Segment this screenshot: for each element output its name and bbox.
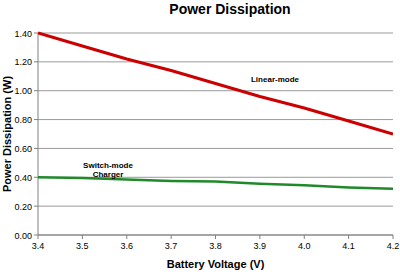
y-tick (34, 206, 38, 207)
series-line (38, 33, 393, 134)
x-tick-label: 4.1 (342, 241, 355, 251)
x-tick (348, 235, 349, 239)
y-tick-label: 0.00 (14, 231, 32, 241)
x-tick-label: 4.2 (387, 241, 400, 251)
y-axis-label: Power Dissipation (W) (1, 76, 13, 192)
x-tick-label: 4.0 (298, 241, 311, 251)
x-tick (82, 235, 83, 239)
x-tick-label: 3.8 (209, 241, 222, 251)
x-tick-label: 3.5 (76, 241, 89, 251)
y-tick-label: 0.80 (14, 115, 32, 125)
annotation: Linear-mode (251, 75, 300, 84)
x-tick (126, 235, 127, 239)
plot-area (38, 33, 393, 189)
y-axis (38, 33, 39, 235)
y-tick (34, 33, 38, 34)
y-tick (34, 61, 38, 62)
y-tick (34, 119, 38, 120)
y-tick (34, 177, 38, 178)
x-tick (304, 235, 305, 239)
y-tick-label: 0.60 (14, 144, 32, 154)
x-tick (38, 235, 39, 239)
annotation: Charger (93, 170, 124, 179)
y-tick-label: 1.40 (14, 29, 32, 39)
y-tick-label: 1.00 (14, 86, 32, 96)
chart: Power Dissipation 0.00 0.20 0.40 0.60 0.80 1.0… (0, 0, 400, 274)
grid-line (38, 206, 393, 207)
x-tick (215, 235, 216, 239)
x-tick (393, 235, 394, 239)
grid-line (38, 90, 393, 91)
title: Power Dissipation (169, 1, 290, 17)
y-tick (34, 235, 38, 236)
annotation: Switch-mode (83, 161, 133, 170)
x-axis-label: Battery Voltage (V) (167, 258, 265, 270)
grid-line (38, 148, 393, 149)
x-tick (171, 235, 172, 239)
y-tick-label: 0.40 (14, 173, 32, 183)
grid-line (38, 33, 393, 34)
x-tick-label: 3.9 (254, 241, 267, 251)
x-tick-label: 3.4 (32, 241, 45, 251)
x-tick (259, 235, 260, 239)
y-tick-label: 0.20 (14, 202, 32, 212)
series-line (38, 177, 393, 189)
y-tick (34, 90, 38, 91)
y-tick-label: 1.20 (14, 57, 32, 67)
y-tick (34, 148, 38, 149)
x-tick-label: 3.6 (120, 241, 133, 251)
grid-line (38, 61, 393, 62)
x-tick-label: 3.7 (165, 241, 178, 251)
